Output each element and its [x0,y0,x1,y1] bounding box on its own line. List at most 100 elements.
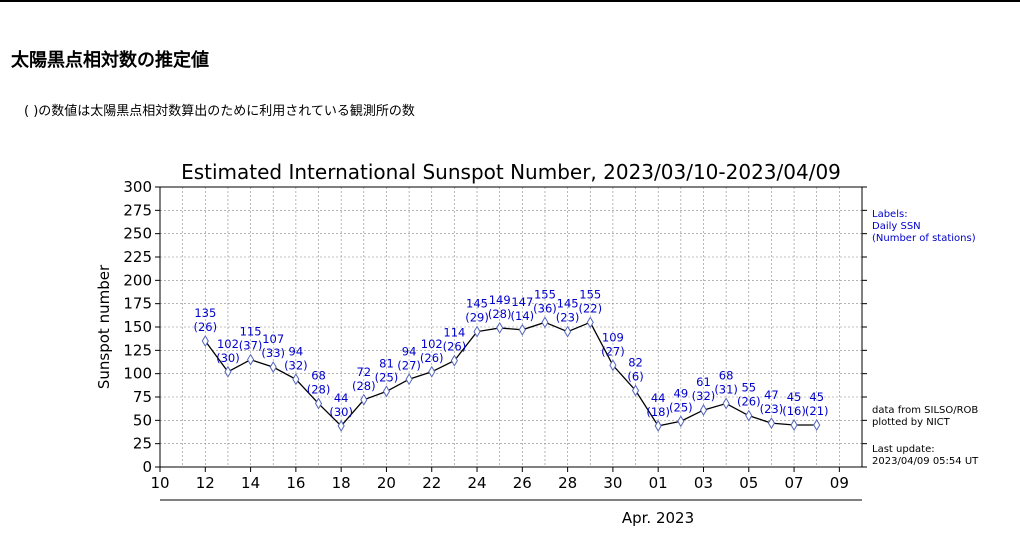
data-label-value: 107 [262,332,284,346]
x-tick-label: 01 [649,474,668,492]
data-label-stations: (30) [216,351,240,365]
data-label-stations: (31) [714,383,738,397]
data-label-value: 72 [356,365,371,379]
data-label-stations: (26) [443,340,467,354]
data-label-stations: (27) [397,358,421,372]
x-axis-label: Apr. 2023 [622,509,694,527]
data-point-marker [337,419,345,432]
data-label-stations: (16) [782,404,806,418]
legend: Labels:Daily SSN(Number of stations) [872,209,976,244]
data-label-value: 114 [443,326,465,340]
x-tick-label: 07 [785,474,804,492]
data-label-stations: (30) [329,405,353,419]
top-divider [0,0,1020,2]
data-label-value: 61 [696,375,711,389]
series-daily-ssn [201,316,821,432]
data-label-stations: (32) [692,389,716,403]
data-label-stations: (26) [420,351,444,365]
x-tick-label: 05 [739,474,758,492]
y-tick-label: 125 [123,341,152,359]
data-point-marker [699,404,708,417]
data-point-marker [518,323,526,336]
data-label-stations: (21) [805,404,829,418]
data-label-stations: (18) [646,405,670,419]
x-tick-label: 10 [150,474,169,492]
data-label-stations: (25) [669,400,693,414]
data-label-value: 81 [379,356,394,370]
data-label-value: 94 [402,344,417,358]
data-label-value: 68 [311,369,326,383]
x-tick-label: 03 [694,474,713,492]
data-point-marker [269,361,277,374]
data-point-marker [677,415,685,428]
data-label-stations: (25) [375,370,399,384]
data-point-marker [450,354,458,367]
y-tick-label: 175 [123,295,152,313]
data-point-marker [609,359,617,372]
data-label-value: 94 [289,344,304,358]
data-label-value: 102 [217,337,239,351]
data-point-marker [564,325,572,338]
data-point-marker [586,316,594,329]
data-label-value: 55 [741,381,756,395]
data-point-marker [790,419,798,431]
data-label-value: 47 [764,388,779,402]
x-tick-label: 18 [332,474,351,492]
data-label-stations: (28) [352,379,376,393]
data-label-value: 115 [240,325,262,339]
data-label-value: 155 [534,287,556,301]
source-note: plotted by NICT [872,417,951,428]
data-point-marker [428,365,436,378]
data-label-value: 145 [466,297,488,311]
data-point-marker [360,393,368,406]
x-tick-label: 14 [241,474,260,492]
data-label-value: 109 [602,330,624,344]
data-label-value: 149 [489,293,511,307]
data-point-marker [813,419,821,431]
data-label-stations: (23) [760,402,784,416]
y-tick-label: 300 [123,178,152,196]
data-label-stations: (36) [533,301,557,315]
data-label-value: 82 [628,355,643,369]
chart-title: Estimated International Sunspot Number, … [181,160,841,184]
x-tick-label: 16 [286,474,305,492]
x-tick-label: 20 [377,474,396,492]
source-note: data from SILSO/ROB [872,405,978,416]
data-label-value: 102 [421,337,443,351]
data-label-stations: (32) [284,358,308,372]
y-tick-label: 100 [123,365,152,383]
plot-frame [159,186,863,468]
data-label-stations: (28) [488,307,512,321]
data-label-value: 145 [557,297,579,311]
data-label-stations: (14) [511,309,535,323]
data-label-stations: (6) [627,369,643,383]
y-tick-label: 0 [142,458,152,476]
data-point-marker [722,397,730,410]
x-tick-label: 24 [467,474,486,492]
data-point-marker [631,384,640,397]
y-tick-label: 25 [133,435,152,453]
data-label-value: 147 [511,295,533,309]
data-point-marker [246,353,255,366]
data-label-value: 49 [674,386,689,400]
data-point-marker [541,316,549,329]
legend-line: (Number of stations) [872,233,976,244]
data-point-marker [405,373,413,386]
page-title: 太陽黒点相対数の推定値 [11,50,209,71]
data-label-stations: (29) [465,311,489,325]
last-update-note: Last update: [872,444,935,455]
data-label-stations: (37) [239,339,263,353]
data-labels: 135(26)102(30)115(37) 107(33) 94(32)68(28)… [193,287,828,419]
x-tick-label: 26 [513,474,532,492]
y-tick-label: 75 [133,388,152,406]
data-point-marker [314,397,323,410]
y-tick-label: 225 [123,248,152,266]
data-point-marker [201,335,209,347]
y-tick-label: 50 [133,411,152,429]
legend-line: Labels: [872,209,908,220]
grid [160,187,862,467]
page-note: ( )の数値は太陽黒点相対数算出のために利用されている観測所の数 [24,104,415,119]
y-tick-label: 200 [123,271,152,289]
